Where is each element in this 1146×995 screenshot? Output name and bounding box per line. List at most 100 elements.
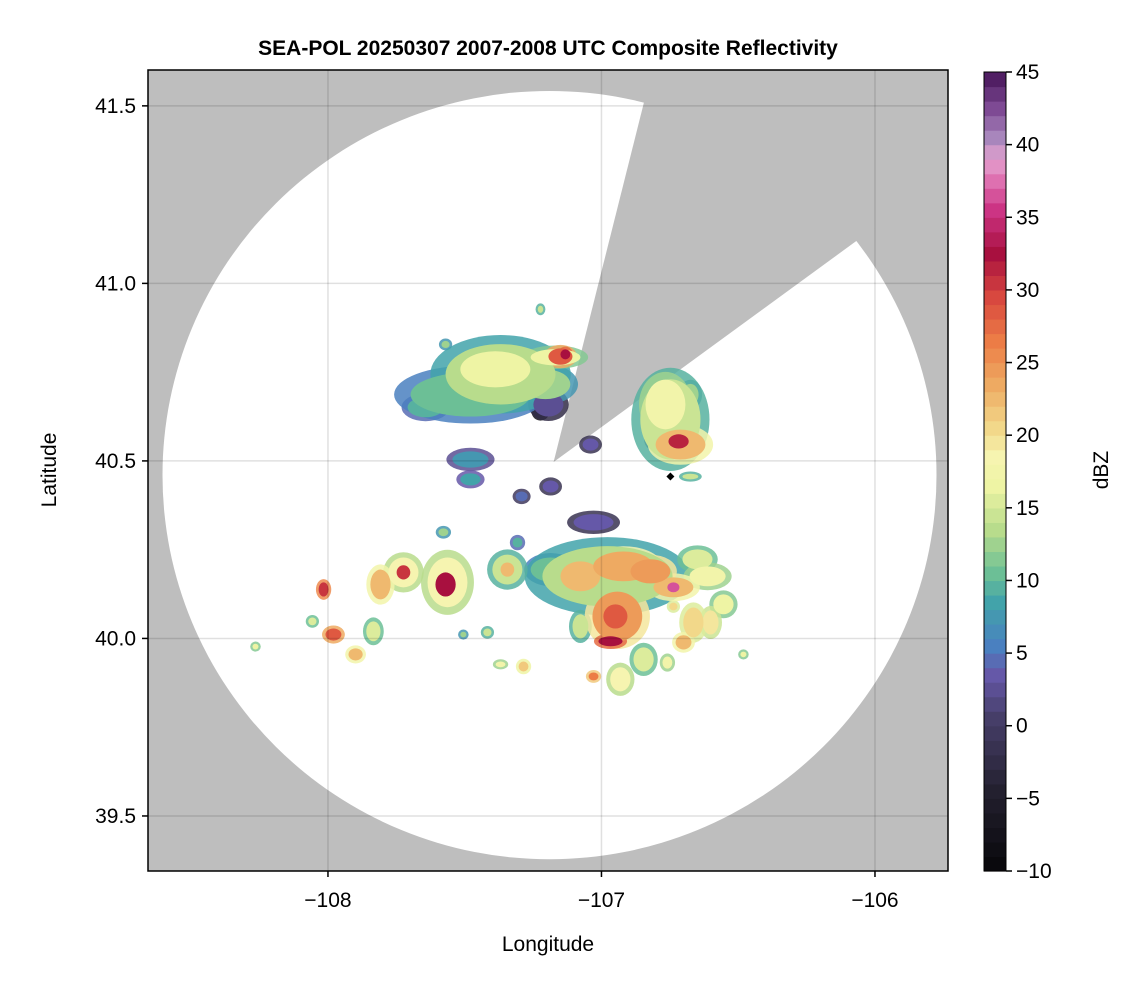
colorbar: −10 −5 0 5 10 15 20 25 30 35 40 45	[983, 61, 1052, 883]
colorbar-band	[984, 507, 1006, 523]
plot-area	[148, 70, 948, 871]
colorbar-band	[984, 304, 1006, 320]
colorbar-band	[984, 536, 1006, 552]
colorbar-band	[984, 638, 1006, 654]
y-tick-label: 41.5	[95, 95, 136, 118]
colorbar-band	[984, 275, 1006, 291]
echo-cell	[682, 473, 699, 480]
colorbar-band	[984, 435, 1006, 451]
colorbar-band	[984, 551, 1006, 567]
colorbar-band	[984, 754, 1006, 770]
colorbar-band	[984, 580, 1006, 596]
colorbar-band	[984, 333, 1006, 349]
colorbar-band	[984, 812, 1006, 829]
colorbar-band	[984, 391, 1006, 407]
axes: −108 −107 −106 39.5 40.0 40.5 41.0 41.5	[95, 95, 899, 912]
colorbar-tick-label: 10	[1016, 569, 1039, 592]
colorbar-band	[984, 86, 1006, 102]
colorbar-tick-label: 5	[1016, 642, 1028, 665]
echo-cell	[483, 628, 492, 637]
colorbar-tick-label: 45	[1016, 61, 1039, 84]
colorbar-band	[984, 696, 1006, 712]
echo-cell	[537, 305, 544, 313]
colorbar-band	[984, 159, 1006, 175]
colorbar-band	[984, 682, 1006, 698]
colorbar-band	[984, 188, 1006, 204]
colorbar-band	[984, 101, 1006, 117]
x-tick-label: −106	[851, 889, 898, 912]
echo-cell	[573, 514, 614, 531]
echo-cell	[572, 614, 589, 639]
echo-cell	[560, 561, 601, 592]
colorbar-tick-label: 20	[1016, 424, 1039, 447]
colorbar-band	[984, 667, 1006, 683]
colorbar-band	[984, 348, 1006, 364]
echo-cell	[630, 559, 671, 584]
y-tick-label: 40.5	[95, 450, 136, 473]
echo-cell	[396, 565, 411, 580]
colorbar-band	[984, 798, 1006, 814]
colorbar-band	[984, 72, 1006, 88]
colorbar-band	[984, 740, 1006, 756]
colorbar-band	[984, 246, 1006, 262]
colorbar-band	[984, 406, 1006, 422]
echo-cell	[668, 434, 689, 449]
y-tick-label: 41.0	[95, 272, 136, 295]
colorbar-tick-label: 30	[1016, 279, 1039, 302]
echo-cell	[610, 667, 631, 692]
echo-cell	[675, 635, 692, 650]
colorbar-band	[984, 609, 1006, 625]
echo-cell	[667, 582, 680, 593]
echo-cell	[460, 351, 531, 388]
echo-cell	[460, 473, 481, 486]
echo-cell	[308, 617, 317, 626]
echo-cell	[713, 594, 734, 615]
echo-cell	[441, 340, 450, 349]
echo-cell	[366, 621, 381, 642]
colorbar-band	[984, 493, 1006, 509]
echo-cell	[683, 607, 704, 638]
colorbar-band	[984, 144, 1006, 160]
colorbar-band	[984, 725, 1006, 741]
colorbar-band	[984, 362, 1006, 378]
echo-cell	[689, 566, 726, 587]
colorbar-frame	[983, 71, 1007, 872]
colorbar-band	[984, 522, 1006, 538]
colorbar-band	[984, 464, 1006, 480]
colorbar-tick-label: −10	[1016, 860, 1052, 883]
colorbar-band	[984, 827, 1006, 843]
echo-cell	[582, 438, 599, 451]
colorbar-tick-label: 0	[1016, 715, 1028, 738]
echo-cell	[515, 491, 528, 502]
echo-cell	[518, 661, 529, 672]
radar-site-marker	[666, 472, 675, 481]
colorbar-band	[984, 260, 1006, 276]
x-tick-label: −108	[304, 889, 351, 912]
colorbar-band	[984, 173, 1006, 189]
beam-blockage-sector	[553, 70, 948, 462]
echo-cell	[252, 643, 259, 650]
echo-cell	[495, 661, 506, 668]
colorbar-band	[984, 478, 1006, 494]
echo-cell	[542, 480, 559, 493]
colorbar-band	[984, 783, 1006, 799]
echo-cell	[460, 631, 467, 638]
y-tick-label: 40.0	[95, 627, 136, 650]
colorbar-band	[984, 565, 1006, 582]
colorbar-band	[984, 624, 1006, 640]
echo-cell	[325, 628, 342, 641]
colorbar-label: dBZ	[1090, 451, 1113, 490]
colorbar-tick-label: −5	[1016, 787, 1040, 810]
colorbar-band	[984, 377, 1006, 393]
colorbar-band	[984, 217, 1006, 233]
echo-cell	[702, 610, 719, 635]
echo-cell	[588, 672, 599, 681]
echo-cell	[603, 604, 628, 629]
colorbar-tick-label: 35	[1016, 206, 1039, 229]
colorbar-band	[984, 130, 1006, 146]
colorbar-band	[984, 856, 1006, 872]
echo-cell	[633, 647, 654, 672]
colorbar-tick-label: 25	[1016, 352, 1039, 375]
y-axis-label: Latitude	[38, 433, 61, 508]
echo-cell	[662, 656, 673, 669]
